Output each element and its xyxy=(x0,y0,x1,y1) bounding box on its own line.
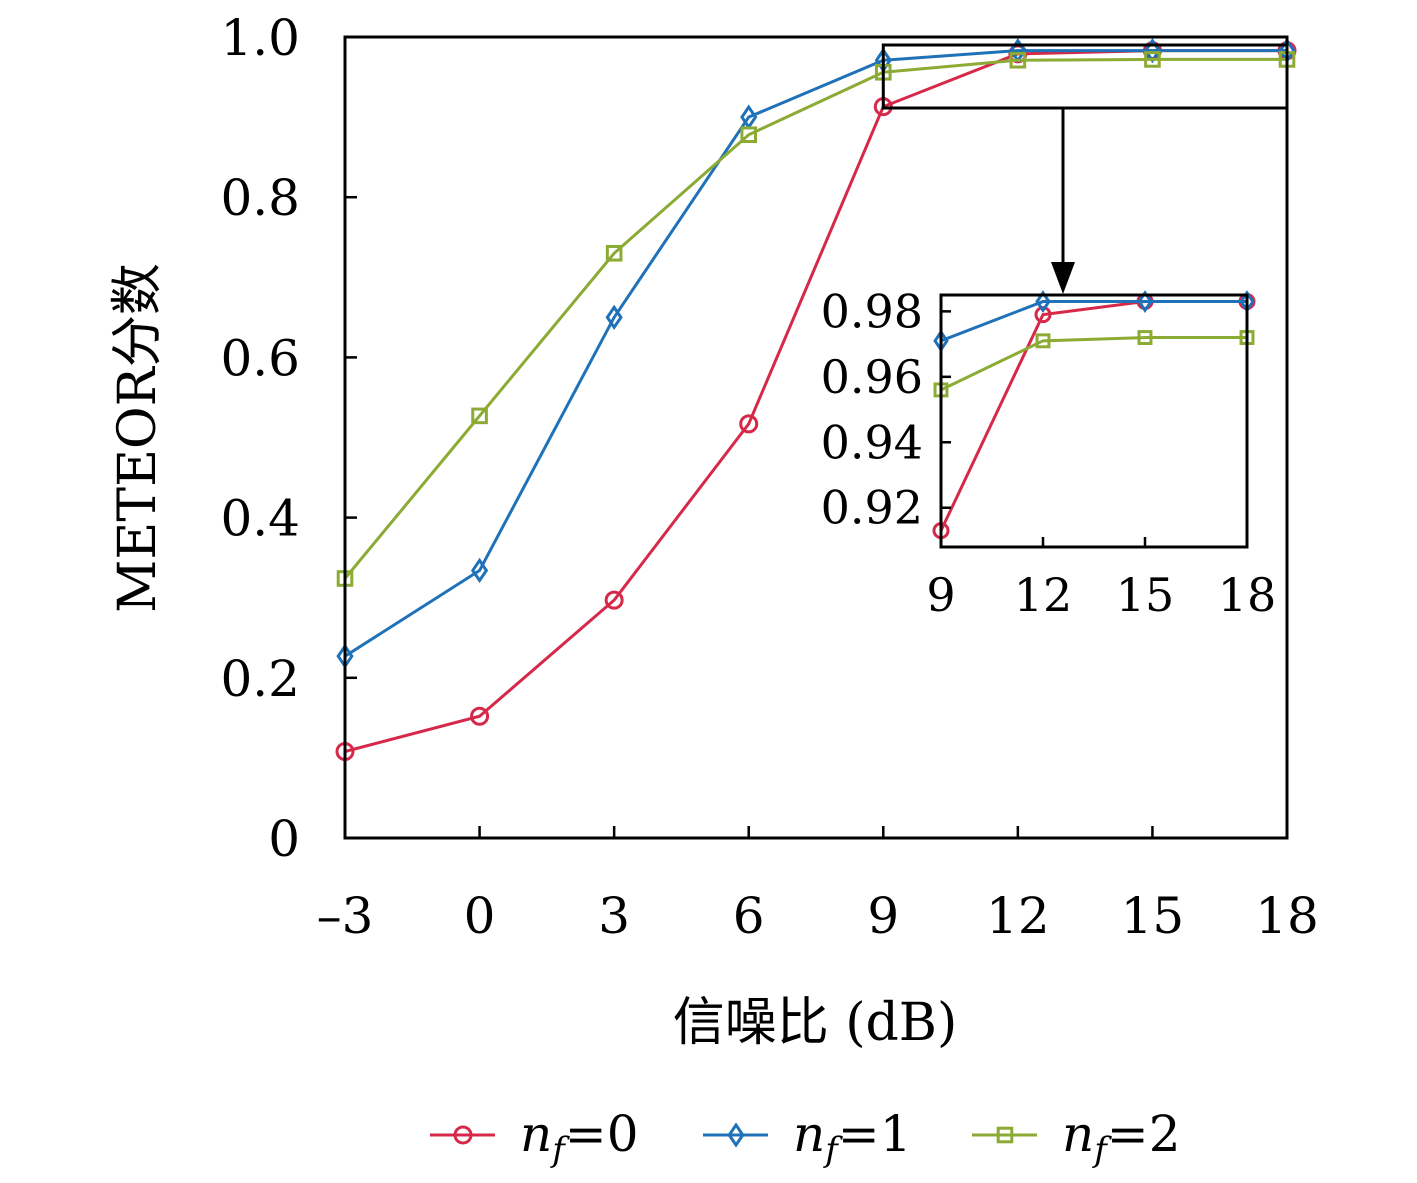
inset-x-tick-label-0: 9 xyxy=(926,568,955,622)
inset-plot: 9 12 15 18 0.92 0.94 0.96 0.98 xyxy=(821,284,1277,622)
y-tick-label-4: 0.8 xyxy=(220,169,300,227)
series-2-point-5 xyxy=(1009,51,1027,69)
zoom-box xyxy=(881,43,1289,110)
x-tick-label-3: 6 xyxy=(733,887,765,945)
inset-series-line-1 xyxy=(940,300,1247,343)
plot-frame xyxy=(343,35,1289,840)
y-axis-title: METEOR分数 xyxy=(108,263,168,613)
series-line-2 xyxy=(343,57,1287,580)
x-tick-label-4: 9 xyxy=(867,887,899,945)
series-0-point-3 xyxy=(739,414,759,434)
inset-y-tick-label-2: 0.96 xyxy=(821,350,923,404)
inset-series-2-point-1 xyxy=(1035,333,1051,349)
inset-series-2-point-2 xyxy=(1137,330,1153,345)
series-2-point-2 xyxy=(605,244,623,262)
x-axis-title: 信噪比 (dB) xyxy=(673,993,958,1053)
inset-y-tick-label-3: 0.98 xyxy=(821,284,923,338)
series-2-point-3 xyxy=(740,126,758,144)
inset-series-line-2 xyxy=(940,336,1247,392)
series-2-point-6 xyxy=(1144,51,1161,68)
y-tick-label-1: 0.2 xyxy=(220,650,300,708)
inset-x-tick-label-2: 15 xyxy=(1116,568,1175,622)
legend-label-1: nf=1 xyxy=(793,1105,912,1170)
x-tick-label-7: 18 xyxy=(1255,887,1319,945)
inset-series-1-point-1 xyxy=(1035,290,1051,313)
inset-frame xyxy=(939,293,1249,549)
inset-y-tick-label-0: 0.92 xyxy=(821,481,923,535)
series-1-point-2 xyxy=(605,304,623,331)
x-tick-label-2: 3 xyxy=(598,887,630,945)
series-1-point-1 xyxy=(470,557,489,584)
y-tick-label-0: 0 xyxy=(268,810,300,868)
series-0-point-2 xyxy=(604,590,624,610)
legend-label-0: nf=0 xyxy=(520,1105,639,1170)
y-tick-label-5: 1.0 xyxy=(220,9,300,67)
series-2-point-1 xyxy=(471,407,488,425)
legend-label-2: nf=2 xyxy=(1062,1105,1181,1170)
legend-marker-2 xyxy=(996,1126,1014,1144)
legend: nf=0 nf=1 nf=2 xyxy=(430,1105,1181,1170)
zoom-arrow-head xyxy=(1051,262,1075,294)
legend-marker-1 xyxy=(727,1122,745,1148)
x-tick-label-5: 12 xyxy=(986,887,1050,945)
y-tick-label-3: 0.6 xyxy=(220,329,300,387)
inset-background xyxy=(941,295,1247,547)
inset-y-tick-label-1: 0.94 xyxy=(821,415,923,469)
series-0-point-1 xyxy=(470,706,490,726)
legend-marker-0 xyxy=(453,1125,473,1145)
inset-x-tick-label-1: 12 xyxy=(1014,568,1073,622)
main-plot: –3 0 3 6 9 12 15 18 0 0.2 0.4 0.6 0.8 1.0 xyxy=(220,9,1318,945)
x-tick-label-1: 0 xyxy=(464,887,496,945)
inset-x-tick-label-3: 18 xyxy=(1218,568,1277,622)
series-line-1 xyxy=(344,49,1287,658)
x-tick-label-6: 15 xyxy=(1121,887,1185,945)
y-tick-label-2: 0.4 xyxy=(220,490,300,548)
x-tick-label-0: –3 xyxy=(317,887,374,945)
inset-series-1-point-2 xyxy=(1137,290,1153,313)
